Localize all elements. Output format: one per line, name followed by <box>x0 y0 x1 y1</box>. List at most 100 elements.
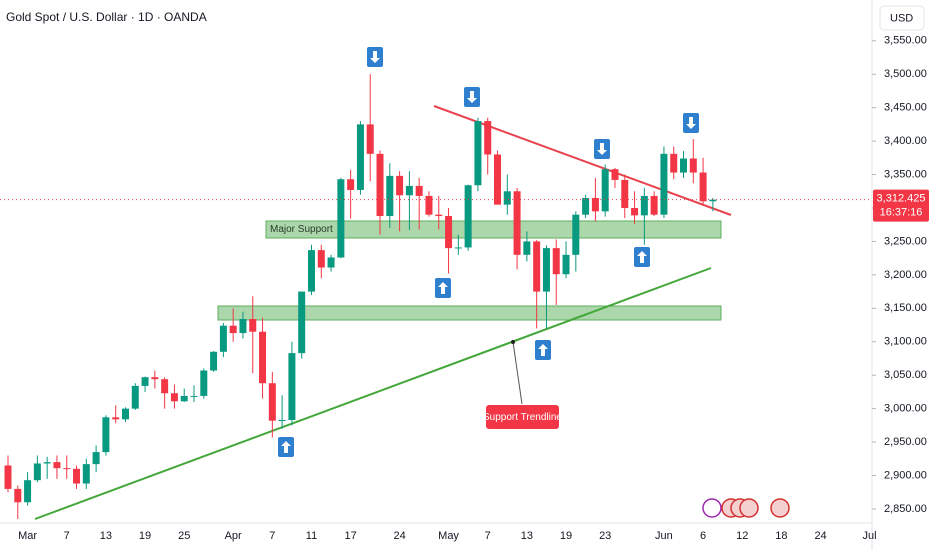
trendline <box>433 105 732 216</box>
candle-body <box>307 250 315 292</box>
x-tick-label: 19 <box>560 530 572 542</box>
x-tick-label: 13 <box>100 530 112 542</box>
candle-body <box>219 325 227 352</box>
candle-body <box>180 395 188 402</box>
support-zone <box>265 220 722 239</box>
candle-body <box>552 248 560 275</box>
event-icon <box>702 498 722 518</box>
candle-body <box>82 464 90 484</box>
zone-label: Major Support <box>270 224 333 235</box>
candle-body <box>249 319 257 332</box>
x-tick-label: 24 <box>814 530 826 542</box>
callout-box <box>486 405 559 429</box>
arrow-glyph <box>370 51 380 63</box>
candle-body <box>474 121 482 186</box>
arrow-glyph <box>686 117 696 129</box>
currency-label: USD <box>890 12 913 24</box>
candle-body <box>425 195 433 215</box>
y-tick-label: 2,950.00 <box>884 436 927 448</box>
candle-body <box>24 480 32 503</box>
candle-body <box>268 383 276 421</box>
candle-body <box>14 488 22 503</box>
candle-body <box>347 179 355 190</box>
event-icon <box>770 498 790 518</box>
x-tick-label: 12 <box>736 530 748 542</box>
candle-body <box>239 319 247 334</box>
candle-body <box>631 207 639 216</box>
callout-line <box>512 341 523 405</box>
candle-body <box>591 197 599 212</box>
callout-dot <box>511 340 515 344</box>
chart-title: Gold Spot / U.S. Dollar · 1D · OANDA <box>6 10 207 24</box>
signal-arrows <box>278 47 699 457</box>
x-tick-label: 7 <box>485 530 491 542</box>
candle-body <box>582 197 590 215</box>
candle-body <box>121 408 129 420</box>
candle-body <box>621 179 629 208</box>
x-tick-label: 13 <box>521 530 533 542</box>
y-tick-label: 3,250.00 <box>884 235 927 247</box>
candle-body <box>435 214 443 217</box>
candle-body <box>386 175 394 217</box>
y-tick-label: 2,900.00 <box>884 469 927 481</box>
candle-body <box>337 179 345 258</box>
candle-body <box>533 241 541 292</box>
candle-body <box>298 291 306 354</box>
last-price-label: 3,312.425 <box>877 193 926 205</box>
candle-body <box>464 185 472 248</box>
arrow-glyph <box>637 251 647 263</box>
currency-box[interactable] <box>879 5 925 31</box>
candle-body <box>709 199 717 202</box>
candle-body <box>356 124 364 190</box>
x-tick-label: 24 <box>393 530 405 542</box>
x-tick-label: May <box>438 530 459 542</box>
candle-body <box>131 385 139 409</box>
x-tick-label: 23 <box>599 530 611 542</box>
candle-body <box>670 153 678 173</box>
candle-body <box>190 395 198 397</box>
x-tick-label: 19 <box>139 530 151 542</box>
trendline <box>34 267 712 520</box>
x-tick-label: Apr <box>225 530 242 542</box>
candle-body <box>513 191 521 255</box>
y-tick-label: 3,500.00 <box>884 68 927 80</box>
x-tick-label: 7 <box>64 530 70 542</box>
candle-body <box>503 191 511 205</box>
candle-body <box>484 121 492 155</box>
x-tick-label: Jul <box>862 530 876 542</box>
candle-body <box>405 185 413 196</box>
candle-body <box>229 325 237 334</box>
candle-body <box>562 254 570 275</box>
candle-body <box>699 172 707 202</box>
y-tick-label: 3,200.00 <box>884 269 927 281</box>
arrow-glyph <box>467 91 477 103</box>
arrow-glyph <box>438 282 448 294</box>
callout-label: Support Trendline <box>483 412 562 423</box>
x-tick-label: 18 <box>775 530 787 542</box>
y-tick-label: 3,100.00 <box>884 336 927 348</box>
candle-body <box>200 370 208 396</box>
candle-body <box>151 377 159 380</box>
candle-body <box>43 462 51 464</box>
candle-body <box>288 353 296 420</box>
x-tick-label: 11 <box>306 530 317 542</box>
candle-body <box>141 377 149 386</box>
candle-body <box>454 247 462 249</box>
y-tick-label: 3,050.00 <box>884 369 927 381</box>
candle-body <box>415 185 423 196</box>
x-tick-label: 6 <box>700 530 706 542</box>
y-tick-label: 3,450.00 <box>884 102 927 114</box>
x-tick-label: Mar <box>18 530 37 542</box>
candle-body <box>92 452 100 465</box>
candle-body <box>210 351 218 371</box>
candle-body <box>327 257 335 268</box>
y-tick-label: 3,350.00 <box>884 168 927 180</box>
candle-body <box>640 195 648 216</box>
y-tick-label: 3,400.00 <box>884 135 927 147</box>
y-tick-label: 3,550.00 <box>884 35 927 47</box>
arrow-glyph <box>538 344 548 356</box>
support-zone <box>217 305 722 321</box>
candle-body <box>542 248 550 292</box>
